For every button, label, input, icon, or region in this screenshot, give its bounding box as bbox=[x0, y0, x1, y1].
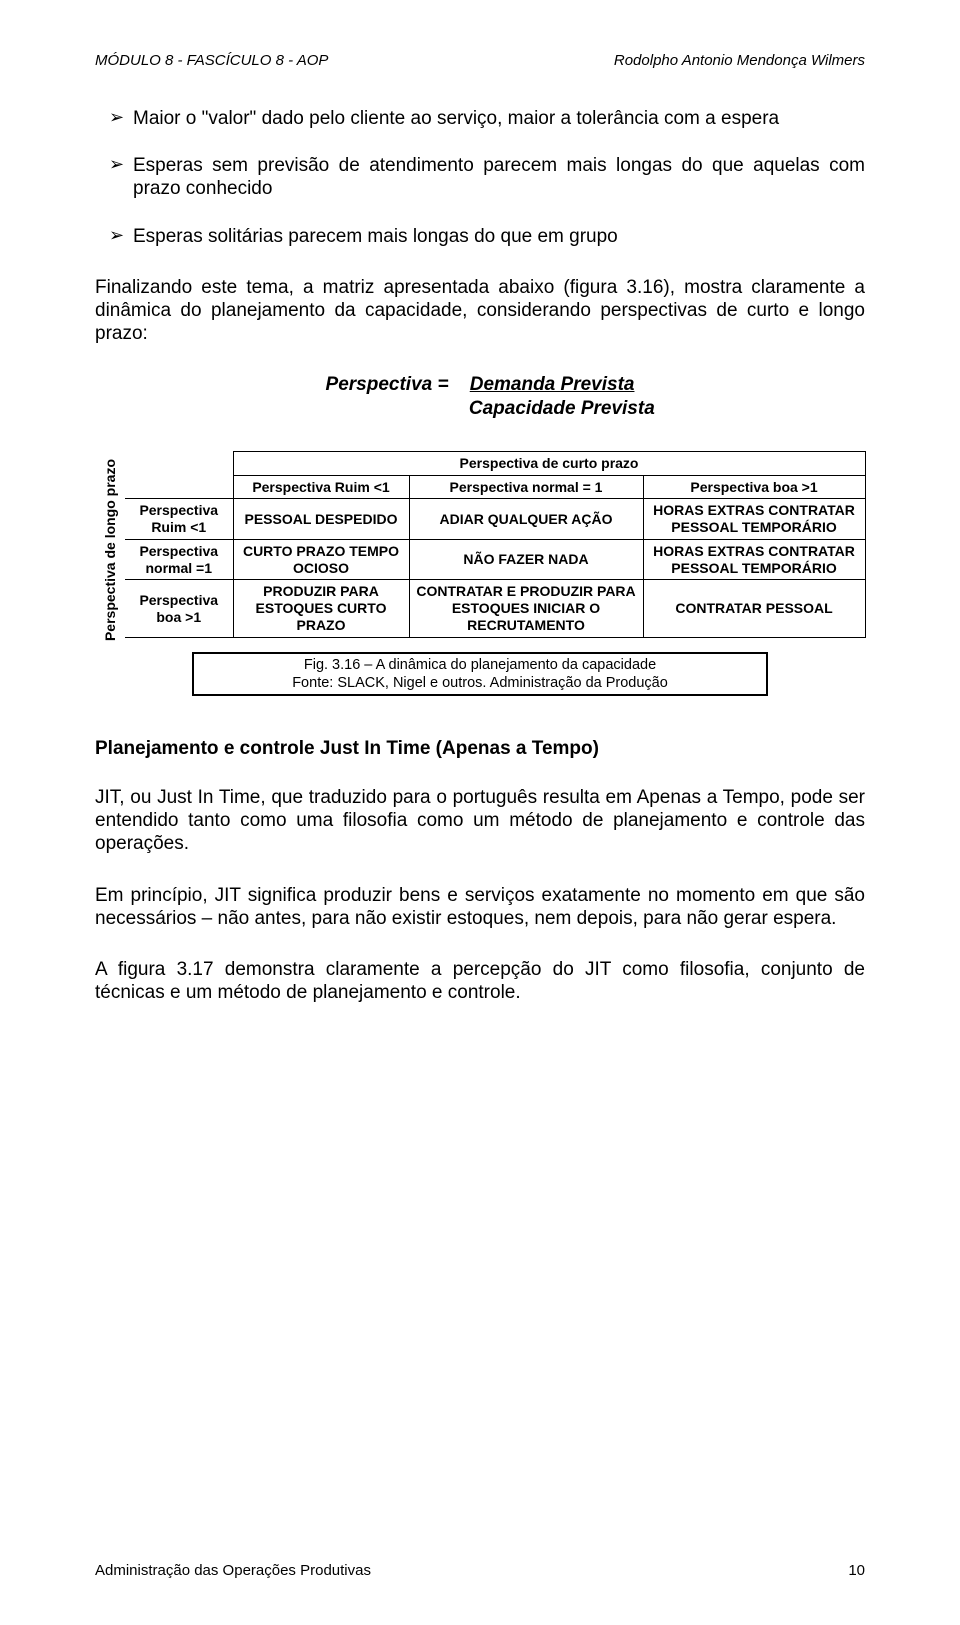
caption-line: Fonte: SLACK, Nigel e outros. Administra… bbox=[292, 675, 668, 691]
matrix-wrap: Perspectiva de longo prazo Perspectiva d… bbox=[95, 451, 865, 638]
perspective-matrix: Perspectiva de curto prazo Perspectiva R… bbox=[125, 451, 866, 638]
vertical-axis-label: Perspectiva de longo prazo bbox=[102, 459, 118, 641]
table-row: Perspectiva de curto prazo bbox=[125, 451, 865, 475]
bullet-item: ➢ Esperas sem previsão de atendimento pa… bbox=[109, 154, 865, 200]
bullet-text: Esperas sem previsão de atendimento pare… bbox=[133, 154, 865, 200]
vertical-label-box: Perspectiva de longo prazo bbox=[95, 451, 125, 638]
bullet-item: ➢ Maior o "valor" dado pelo cliente ao s… bbox=[109, 107, 865, 130]
body-paragraph: JIT, ou Just In Time, que traduzido para… bbox=[95, 786, 865, 856]
matrix-cell: CURTO PRAZO TEMPO OCIOSO bbox=[233, 539, 409, 580]
column-group-header: Perspectiva de curto prazo bbox=[233, 451, 865, 475]
body-paragraph: A figura 3.17 demonstra claramente a per… bbox=[95, 958, 865, 1004]
matrix-cell: HORAS EXTRAS CONTRATAR PESSOAL TEMPORÁRI… bbox=[643, 499, 865, 540]
triangle-right-icon: ➢ bbox=[109, 107, 133, 130]
intro-paragraph: Finalizando este tema, a matriz apresent… bbox=[95, 276, 865, 346]
matrix-cell: CONTRATAR E PRODUZIR PARA ESTOQUES INICI… bbox=[409, 580, 643, 637]
matrix-cell: PESSOAL DESPEDIDO bbox=[233, 499, 409, 540]
caption-line: Fig. 3.16 – A dinâmica do planejamento d… bbox=[304, 657, 656, 673]
footer-left: Administração das Operações Produtivas bbox=[95, 1562, 371, 1579]
bullet-list: ➢ Maior o "valor" dado pelo cliente ao s… bbox=[109, 107, 865, 248]
header-right: Rodolpho Antonio Mendonça Wilmers bbox=[614, 52, 865, 69]
figure-caption: Fig. 3.16 – A dinâmica do planejamento d… bbox=[192, 652, 768, 696]
matrix-cell: HORAS EXTRAS CONTRATAR PESSOAL TEMPORÁRI… bbox=[643, 539, 865, 580]
table-row: Perspectiva Ruim <1 PESSOAL DESPEDIDO AD… bbox=[125, 499, 865, 540]
triangle-right-icon: ➢ bbox=[109, 154, 133, 200]
matrix-cell: PRODUZIR PARA ESTOQUES CURTO PRAZO bbox=[233, 580, 409, 637]
matrix-cell: NÃO FAZER NADA bbox=[409, 539, 643, 580]
formula: Perspectiva = Demanda Prevista Capacidad… bbox=[95, 373, 865, 421]
header-left: MÓDULO 8 - FASCÍCULO 8 - AOP bbox=[95, 52, 328, 69]
empty-cell bbox=[125, 475, 233, 499]
section-title: Planejamento e controle Just In Time (Ap… bbox=[95, 738, 865, 760]
table-row: Perspectiva Ruim <1 Perspectiva normal =… bbox=[125, 475, 865, 499]
footer-page-number: 10 bbox=[848, 1562, 865, 1579]
bullet-text: Maior o "valor" dado pelo cliente ao ser… bbox=[133, 107, 779, 130]
row-header: Perspectiva boa >1 bbox=[125, 580, 233, 637]
matrix-cell: ADIAR QUALQUER AÇÃO bbox=[409, 499, 643, 540]
page-footer: Administração das Operações Produtivas 1… bbox=[95, 1562, 865, 1579]
formula-numerator: Demanda Prevista bbox=[470, 374, 635, 395]
table-row: Perspectiva boa >1 PRODUZIR PARA ESTOQUE… bbox=[125, 580, 865, 637]
bullet-text: Esperas solitárias parecem mais longas d… bbox=[133, 225, 618, 248]
column-header: Perspectiva normal = 1 bbox=[409, 475, 643, 499]
formula-denominator: Capacidade Prevista bbox=[469, 398, 655, 419]
row-header: Perspectiva normal =1 bbox=[125, 539, 233, 580]
page-header: MÓDULO 8 - FASCÍCULO 8 - AOP Rodolpho An… bbox=[95, 52, 865, 69]
empty-cell bbox=[125, 451, 233, 475]
table-row: Perspectiva normal =1 CURTO PRAZO TEMPO … bbox=[125, 539, 865, 580]
column-header: Perspectiva boa >1 bbox=[643, 475, 865, 499]
body-paragraph: Em princípio, JIT significa produzir ben… bbox=[95, 884, 865, 930]
bullet-item: ➢ Esperas solitárias parecem mais longas… bbox=[109, 225, 865, 248]
formula-lhs: Perspectiva = bbox=[326, 374, 449, 395]
matrix-cell: CONTRATAR PESSOAL bbox=[643, 580, 865, 637]
column-header: Perspectiva Ruim <1 bbox=[233, 475, 409, 499]
row-header: Perspectiva Ruim <1 bbox=[125, 499, 233, 540]
triangle-right-icon: ➢ bbox=[109, 225, 133, 248]
